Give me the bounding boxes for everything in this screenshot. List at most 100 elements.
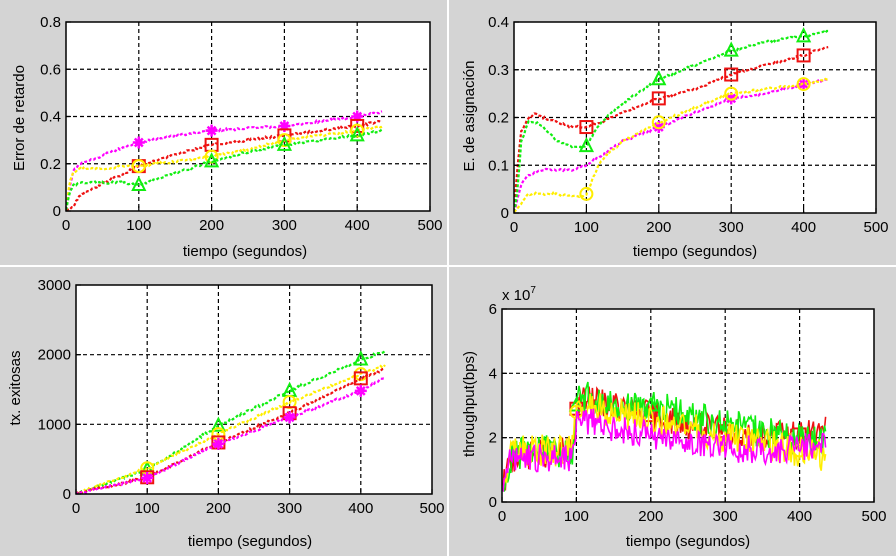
x-tick-label: 0 <box>510 219 518 236</box>
plot-area <box>514 22 876 213</box>
ylabel-successful-tx: tx. exitosas <box>7 350 24 425</box>
plot-frame <box>501 308 875 503</box>
y-tick-label: 0 <box>489 494 497 511</box>
series-marker-circle <box>651 115 666 130</box>
series-group <box>66 110 383 211</box>
series-marker-star <box>725 92 738 105</box>
series-line-magenta <box>76 377 385 494</box>
y-tick-label: 0.8 <box>40 14 61 31</box>
y-tick-label: 0.1 <box>488 157 509 174</box>
series-line-green <box>514 29 829 213</box>
x-tick-label: 200 <box>646 219 671 236</box>
series-line-green <box>66 128 383 211</box>
x-tick-label: 100 <box>135 500 160 517</box>
x-tick-label: 0 <box>498 508 506 525</box>
series-marker-square <box>353 371 368 386</box>
xlabel-delay-error: tiempo (segundos) <box>183 243 307 260</box>
y-tick-label: 6 <box>489 301 497 318</box>
series-marker-circle <box>131 159 146 174</box>
series-marker-triangle <box>723 41 739 57</box>
chart-throughput: 0 100 200 300 400 500 0 2 4 6 <box>489 301 887 525</box>
chart-assignment-error: 0 100 200 300 400 500 0 0.1 0.2 0.3 0.4 <box>488 14 888 236</box>
series-marker-circle <box>579 186 594 201</box>
x-tick-label: 0 <box>72 500 80 517</box>
y-tick-label: 0 <box>501 205 509 222</box>
y-tick-label: 0.6 <box>40 61 61 78</box>
series-marker-triangle <box>131 175 147 192</box>
series-marker-triangle <box>276 135 293 151</box>
ylabel-assignment-error: E. de asignación <box>461 61 478 172</box>
series-marker-square <box>350 118 365 133</box>
x-tick-label: 100 <box>126 217 151 234</box>
series-marker-star <box>797 78 810 91</box>
y-tick-label: 0 <box>53 203 61 220</box>
xlabel-throughput: tiempo (segundos) <box>626 533 750 550</box>
y-tick-label: 0.4 <box>40 109 61 126</box>
series-line-yellow <box>76 364 386 494</box>
series-line-red <box>76 367 386 494</box>
ylabel-delay-error: Error de retardo <box>11 65 28 171</box>
series-marker-star <box>278 119 291 132</box>
series-marker-triangle <box>203 152 220 168</box>
x-tick-label: 500 <box>863 219 888 236</box>
y-exponent-label: x 107 <box>502 285 536 304</box>
y-tick-label: 0.2 <box>40 156 61 173</box>
y-tick-label: 3000 <box>38 277 71 294</box>
series-marker-star <box>283 411 296 424</box>
x-tick-label: 200 <box>638 508 663 525</box>
series-marker-triangle <box>795 27 812 43</box>
y-tick-label: 2000 <box>38 347 71 364</box>
x-tick-label: 0 <box>62 217 70 234</box>
x-tick-label: 400 <box>791 219 816 236</box>
series-marker-circle <box>350 123 365 138</box>
y-tick-label: 0.4 <box>488 14 509 31</box>
series-marker-star <box>652 121 665 134</box>
xlabel-assignment-error: tiempo (segundos) <box>633 243 757 260</box>
series-marker-star <box>351 110 364 123</box>
y-tick-label: 2 <box>489 430 497 447</box>
series-group <box>514 27 829 213</box>
x-tick-label: 500 <box>861 508 886 525</box>
series-marker-circle <box>796 77 811 92</box>
series-line-green <box>502 381 827 492</box>
series-marker-star <box>205 124 218 137</box>
series-marker-square <box>724 67 739 82</box>
y-tick-label: 1000 <box>38 416 71 433</box>
ylabel-throughput: throughput(bps) <box>461 351 478 457</box>
series-line-yellow <box>514 77 829 213</box>
series-line-red <box>66 119 383 211</box>
y-tick-label: 0.2 <box>488 110 509 127</box>
x-tick-label: 500 <box>417 217 442 234</box>
x-tick-label: 300 <box>272 217 297 234</box>
x-tick-label: 300 <box>719 219 744 236</box>
series-marker-circle <box>277 133 292 148</box>
x-tick-label: 300 <box>713 508 738 525</box>
plot-area <box>502 309 874 502</box>
series-marker-star <box>141 471 154 484</box>
series-marker-star <box>354 384 367 397</box>
x-tick-label: 400 <box>787 508 812 525</box>
series-line-yellow <box>66 125 383 211</box>
y-tick-label: 0 <box>63 486 71 503</box>
series-line-magenta <box>66 110 383 211</box>
plot-area <box>76 285 432 494</box>
series-line-green <box>76 349 386 494</box>
series-line-magenta <box>514 78 829 213</box>
x-tick-label: 200 <box>206 500 231 517</box>
series-marker-triangle <box>210 416 227 432</box>
series-group <box>502 381 827 492</box>
x-tick-label: 100 <box>564 508 589 525</box>
series-marker-triangle <box>651 70 667 86</box>
xlabel-successful-tx: tiempo (segundos) <box>188 533 312 550</box>
series-group <box>76 349 386 494</box>
series-marker-square <box>796 48 811 63</box>
x-tick-label: 500 <box>419 500 444 517</box>
series-marker-star <box>212 437 225 450</box>
chart-successful-tx: 0 100 200 300 400 500 0 1000 2000 3000 <box>38 277 445 517</box>
x-tick-label: 200 <box>199 217 224 234</box>
series-marker-triangle <box>578 136 595 153</box>
x-tick-label: 400 <box>348 500 373 517</box>
series-marker-triangle <box>349 126 365 142</box>
x-tick-label: 300 <box>277 500 302 517</box>
